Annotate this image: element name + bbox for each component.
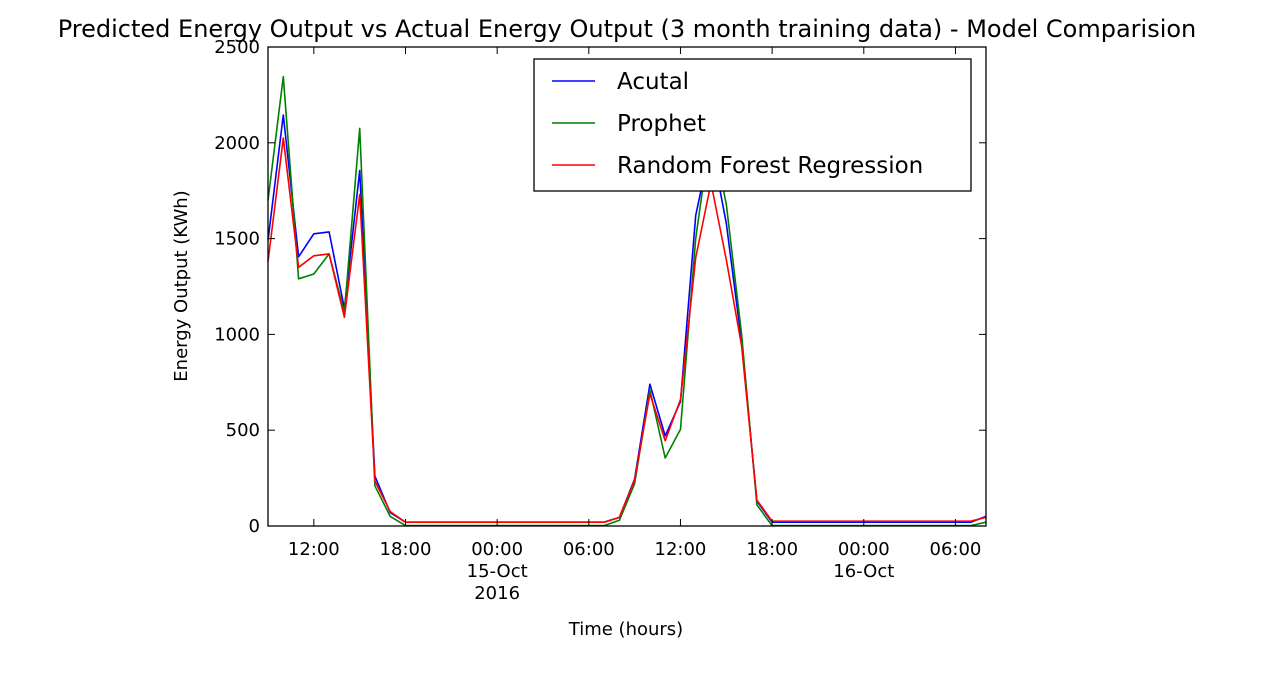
- x-tick-label: 2016: [474, 583, 520, 604]
- y-tick-label: 1500: [214, 229, 260, 250]
- legend-label: Random Forest Regression: [617, 153, 923, 179]
- x-tick-label: 12:00: [655, 539, 707, 560]
- x-tick-label: 06:00: [563, 539, 615, 560]
- x-axis-label: Time (hours): [568, 619, 683, 640]
- x-tick-label: 12:00: [288, 539, 340, 560]
- series-line-2: [267, 75, 987, 527]
- x-tick-label: 16-Oct: [833, 561, 894, 582]
- legend: Acutal Prophet Random Forest Regression: [533, 58, 972, 192]
- x-tick-label: 00:00: [471, 539, 523, 560]
- y-tick-label: 0: [249, 516, 260, 537]
- x-tick-label: 18:00: [380, 539, 432, 560]
- x-tick-label: 06:00: [930, 539, 982, 560]
- y-tick-label: 1000: [214, 324, 260, 345]
- legend-label: Prophet: [617, 111, 706, 137]
- chart-title: Predicted Energy Output vs Actual Energy…: [58, 15, 1197, 43]
- y-tick-label: 2500: [214, 37, 260, 58]
- x-tick-label: 00:00: [838, 539, 890, 560]
- legend-box: [533, 58, 972, 192]
- legend-label: Acutal: [617, 69, 689, 95]
- series-layer: [267, 75, 987, 527]
- y-tick-label: 2000: [214, 133, 260, 154]
- y-tick-label: 500: [226, 420, 260, 441]
- x-tick-label: 18:00: [746, 539, 798, 560]
- plot-frame: [267, 46, 987, 527]
- x-tick-label: 15-Oct: [467, 561, 528, 582]
- y-axis-label: Energy Output (KWh): [171, 190, 192, 381]
- series-line-3: [267, 137, 987, 524]
